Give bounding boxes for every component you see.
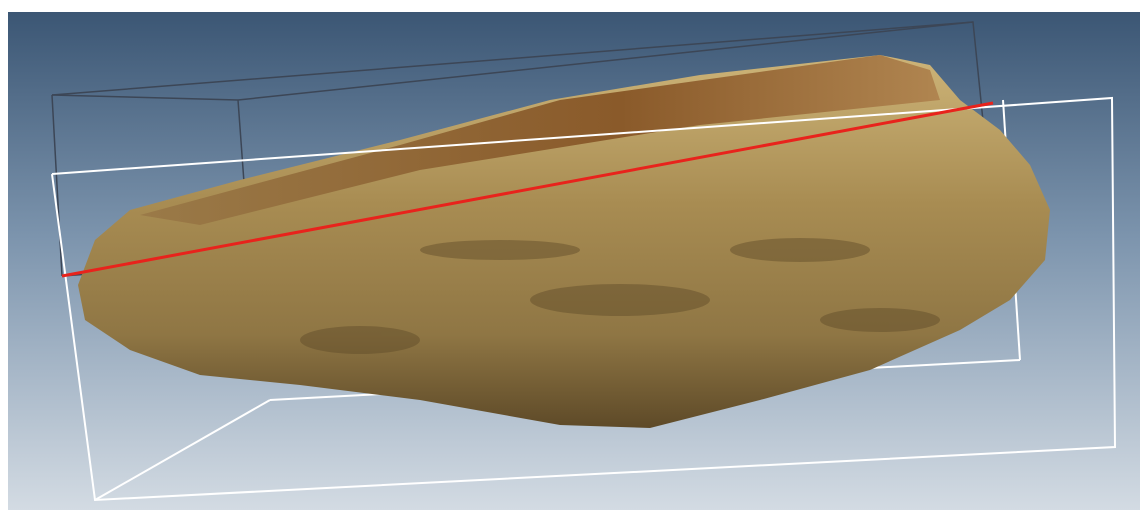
cut-line	[61, 101, 994, 278]
rock	[78, 55, 1050, 428]
front-box	[51, 96, 1117, 502]
rock-shadows	[300, 238, 940, 354]
